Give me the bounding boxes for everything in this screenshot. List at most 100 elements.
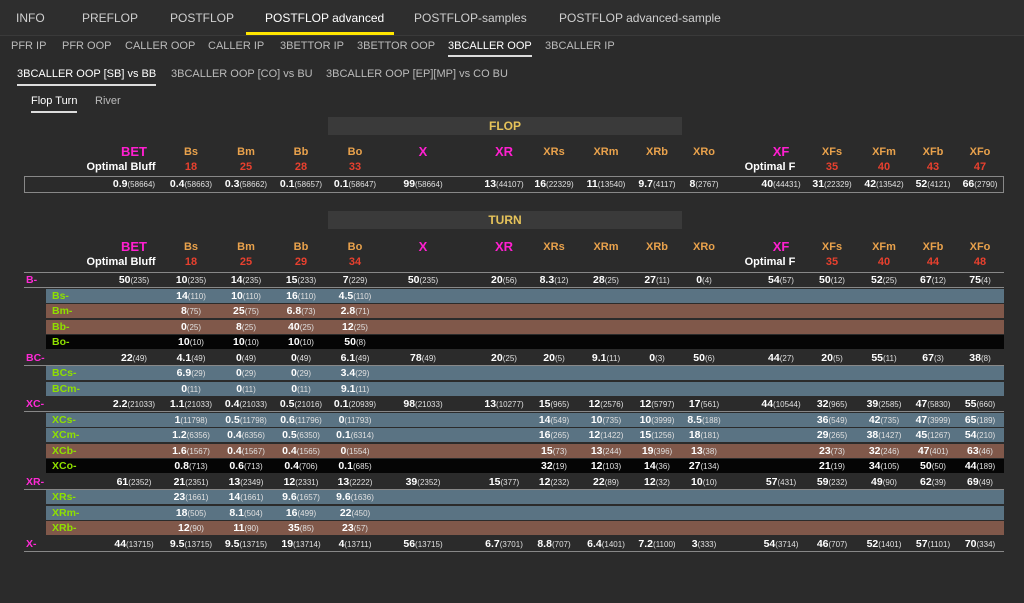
tab-caller-ip[interactable]: CALLER IP [208,40,265,52]
turn-cell: 67(3) [922,351,944,364]
flop-optimal-bluff-label: Optimal Bluff [86,161,156,173]
turn-cell: 0.4(1565) [282,444,320,457]
turn-cell: 0.1(20939) [333,398,377,410]
tab-3bcaller-oop-ep-mp-vs-co-bu[interactable]: 3BCALLER OOP [EP][MP] vs CO BU [326,68,508,80]
turn-cell: 50(235) [407,274,439,286]
turn-cell: 12(90) [178,522,204,534]
turn-cell: 19(396) [641,444,673,457]
turn-cell: 13(2222) [337,475,373,488]
turn-header-bet: BET [121,239,147,254]
turn-cell: 14(1661) [228,491,264,503]
tab-pfr-ip[interactable]: PFR IP [11,40,47,52]
turn-f-value: 48 [973,256,987,268]
turn-cell: 0(11) [181,382,201,395]
turn-row-label: XCb- [52,444,77,457]
turn-cell: 67(12) [920,274,946,286]
flop-cell: 0.4(58663) [169,178,213,190]
turn-cell: 10(735) [590,413,622,426]
turn-cell: 22(89) [593,475,619,488]
turn-row-label: XRb- [52,522,77,534]
flop-header-xfo: XFo [969,146,991,158]
turn-cell: 10(10) [691,475,717,488]
turn-cell: 0(4) [696,274,712,286]
turn-cell: 12(2331) [283,475,319,488]
turn-cell: 0.6(713) [229,460,263,472]
tab-caller-oop[interactable]: CALLER OOP [125,40,196,52]
tab-pfr-oop[interactable]: PFR OOP [62,40,112,52]
turn-row-label: Bo- [52,336,70,348]
turn-cell: 16(265) [538,429,570,441]
turn-cell: 10(10) [233,336,259,348]
turn-cell: 9.1(11) [340,382,370,395]
turn-cell: 15(377) [488,475,520,488]
flop-section-title: FLOP [328,117,682,135]
turn-header-xfm: XFm [872,241,896,253]
turn-cell: 4(13711) [338,537,372,550]
tab-postflop-advanced[interactable]: POSTFLOP advanced [265,11,385,25]
turn-cell: 8.8(707) [537,537,571,550]
turn-cell: 39(2352) [405,475,441,488]
turn-header-xr: XR [494,239,514,254]
turn-cell: 50(12) [819,274,845,286]
tab-postflop-samples[interactable]: POSTFLOP-samples [414,11,527,25]
flop-header-xrs: XRs [543,146,565,158]
flop-header-bs: Bs [183,146,199,158]
turn-cell: 57(431) [765,475,797,488]
tab-river[interactable]: River [95,95,121,107]
turn-row-x: X- 44(13715) 9.5(13715) 9.5(13715) 19(13714)… [24,536,1004,551]
turn-cell: 35(85) [288,522,314,534]
turn-cell: 2.8(71) [340,305,370,317]
turn-cell: 75(4) [969,274,991,286]
tab-3bcaller-oop[interactable]: 3BCALLER OOP [448,40,532,57]
turn-cell: 44(10544) [761,398,801,410]
tab-3bcaller-oop-co-vs-bu[interactable]: 3BCALLER OOP [CO] vs BU [171,68,313,80]
turn-cell: 55(660) [964,398,996,410]
turn-cell: 49(90) [871,475,897,488]
turn-cell: 56(13715) [403,537,443,550]
turn-cell: 9.6(1657) [282,491,320,503]
tab-3bcaller-ip[interactable]: 3BCALLER IP [545,40,615,52]
turn-cell: 28(25) [593,274,619,286]
turn-cell: 38(1427) [866,429,902,441]
turn-row-separator [24,411,1004,412]
tab-info[interactable]: INFO [16,11,45,25]
turn-cell: 3.4(29) [340,367,370,379]
turn-cell: 42(735) [868,413,900,426]
turn-row-xcb: XCb- 1.6(1567) 0.4(1567) 0.4(1565) 0(1554) 15… [46,443,1004,458]
turn-cell: 0(29) [235,367,257,379]
tab-postflop-advanced-sample[interactable]: POSTFLOP advanced-sample [559,11,721,25]
turn-cell: 52(25) [871,274,897,286]
turn-cell: 8.1(504) [229,506,263,519]
flop-header-xrm: XRm [593,146,619,158]
flop-cell: 0.3(58662) [224,178,268,190]
turn-row-bo: Bo- 10(10) 10(10) 10(10) 50(8) [46,335,1004,349]
turn-row-label: Bs- [52,289,69,302]
turn-cell: 54(57) [768,274,794,286]
tab-preflop[interactable]: PREFLOP [82,11,139,25]
turn-optimal-f-label: Optimal F [744,256,796,268]
turn-cell: 9.6(1636) [336,491,374,503]
turn-cell: 27(11) [644,274,670,286]
tab-3bettor-ip[interactable]: 3BETTOR IP [280,40,344,52]
tab-3bcaller-oop-sb-vs-bb[interactable]: 3BCALLER OOP [SB] vs BB [17,68,157,86]
turn-row-label: XC- [26,398,45,410]
turn-header-xfs: XFs [821,241,843,253]
turn-cell: 18(505) [175,506,207,519]
turn-cell: 61(2352) [116,475,152,488]
turn-row-label: BCs- [52,367,77,379]
turn-cell: 19(13714) [281,537,321,550]
turn-cell: 57(1101) [915,537,951,550]
turn-cell: 10(10) [288,336,314,348]
flop-header-xfs: XFs [821,146,843,158]
turn-header-xro: XRo [693,241,715,253]
turn-cell: 25(75) [233,305,259,317]
flop-data-row: 0.9(58664) 0.4(58663) 0.3(58662) 0.1(58657)… [24,177,1004,191]
turn-cell: 45(1267) [915,429,951,441]
flop-cell: 9.7(4117) [638,178,676,190]
turn-cell: 4.1(49) [176,351,206,364]
tab-flop-turn[interactable]: Flop Turn [31,95,78,113]
turn-cell: 38(8) [969,351,991,364]
tab-3bettor-oop[interactable]: 3BETTOR OOP [357,40,436,52]
turn-cell: 0.5(11798) [225,413,267,426]
tab-postflop[interactable]: POSTFLOP [170,11,235,25]
